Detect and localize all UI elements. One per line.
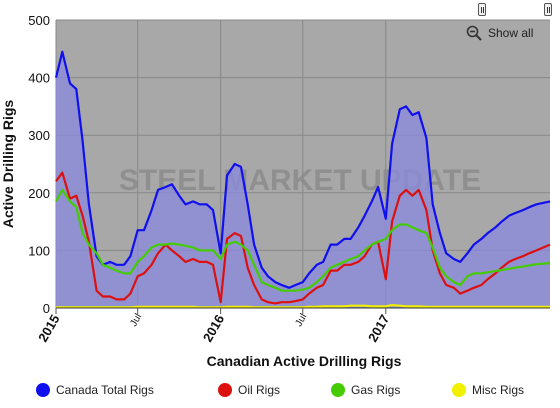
legend-marker-icon	[218, 383, 232, 397]
x-tick-label: Jul	[128, 312, 144, 329]
legend-label: Misc Rigs	[472, 383, 525, 397]
show-all-button[interactable]: Show all	[466, 25, 533, 41]
legend-item[interactable]: Oil Rigs	[218, 383, 280, 397]
y-tick-label: 500	[28, 13, 50, 28]
navigator-right-handle[interactable]	[544, 3, 552, 16]
legend-label: Canada Total Rigs	[56, 383, 154, 397]
legend-marker-icon	[36, 383, 50, 397]
legend-label: Oil Rigs	[238, 383, 281, 397]
series-line-3[interactable]	[56, 304, 550, 309]
x-tick-label: 2016	[200, 312, 227, 345]
x-tick-label: 2017	[365, 312, 392, 345]
y-tick-label: 100	[28, 243, 50, 258]
x-tick-label: Jul	[293, 312, 309, 329]
legend-label: Gas Rigs	[351, 383, 401, 397]
legend-item[interactable]: Gas Rigs	[331, 383, 400, 397]
legend-item[interactable]: Canada Total Rigs	[36, 383, 154, 397]
y-tick-label: 0	[43, 301, 50, 316]
x-tick-label: 2015	[35, 312, 62, 345]
legend-item[interactable]: Misc Rigs	[452, 383, 524, 397]
navigator-left-handle[interactable]	[478, 3, 486, 16]
show-all-label: Show all	[488, 26, 534, 40]
legend-marker-icon	[331, 383, 345, 397]
y-tick-label: 300	[28, 128, 50, 143]
series-layer	[54, 50, 551, 309]
series-line-1[interactable]	[55, 171, 551, 305]
y-axis-ticks: 0 100 200 300 400 500	[28, 13, 50, 316]
series-line-0[interactable]	[54, 50, 551, 289]
legend-marker-icon	[452, 383, 466, 397]
chart-legend: Canada Total Rigs Oil Rigs Gas Rigs Misc Ri…	[0, 383, 560, 405]
y-tick-label: 400	[28, 71, 50, 86]
series-line-2[interactable]	[55, 188, 551, 292]
y-tick-label: 200	[28, 186, 50, 201]
x-axis-ticks: 2015 Jul 2016 Jul 2017	[35, 308, 392, 345]
x-axis-title: Canadian Active Drilling Rigs	[207, 353, 402, 369]
y-axis-title: Active Drilling Rigs	[0, 100, 16, 229]
zoom-out-icon	[466, 25, 482, 41]
